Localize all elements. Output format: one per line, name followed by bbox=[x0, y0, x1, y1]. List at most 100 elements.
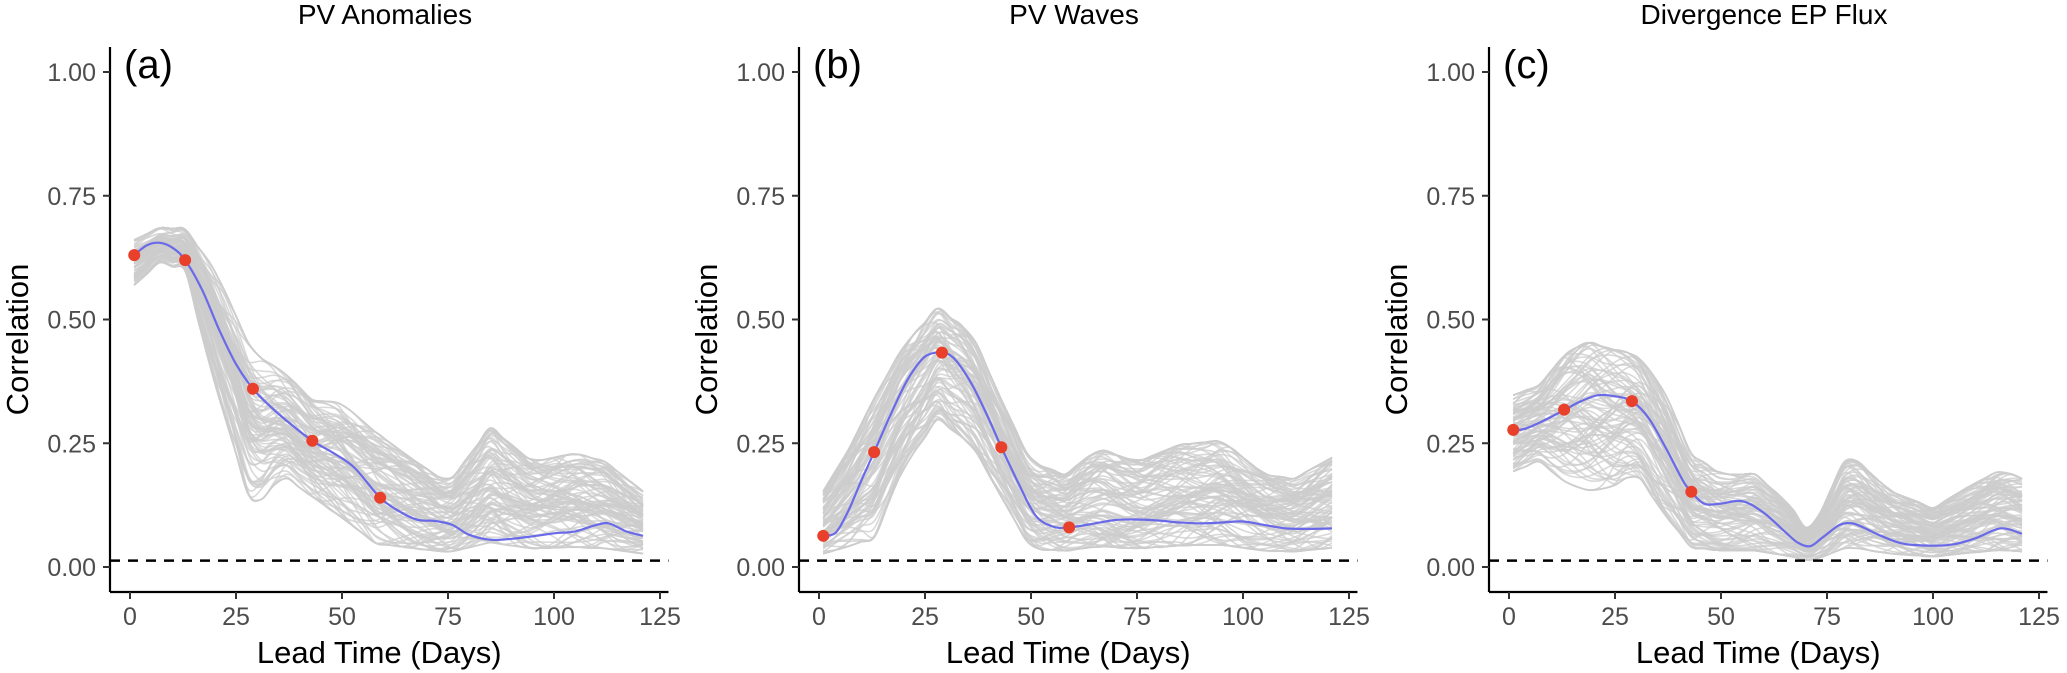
ensemble-member-line bbox=[822, 345, 1333, 515]
ensemble-member-line bbox=[822, 390, 1333, 544]
x-tick-label: 125 bbox=[639, 603, 681, 631]
x-tick-label: 25 bbox=[1601, 603, 1629, 631]
ensemble-member-line bbox=[133, 236, 644, 539]
ensemble-member-line bbox=[133, 227, 644, 499]
x-tick-label: 25 bbox=[222, 603, 250, 631]
highlight-point bbox=[306, 434, 319, 447]
y-tick-label: 0.50 bbox=[736, 307, 785, 335]
ensemble-member-line bbox=[1512, 360, 2023, 535]
ensemble-member-line bbox=[822, 336, 1333, 521]
ensemble-member-line bbox=[822, 330, 1333, 533]
x-tick-label: 25 bbox=[911, 603, 939, 631]
x-tick-label: 75 bbox=[1813, 603, 1841, 631]
x-tick-label: 50 bbox=[1017, 603, 1045, 631]
ensemble-lines bbox=[1512, 341, 2023, 561]
panel-title: PV Waves bbox=[1009, 0, 1139, 30]
y-tick-label: 1.00 bbox=[1426, 59, 1475, 87]
panel-title: Divergence EP Flux bbox=[1641, 0, 1888, 30]
y-ticks: 0.00 0.25 0.50 0.75 1.00 bbox=[736, 59, 785, 582]
ensemble-member-line bbox=[1513, 408, 2023, 536]
highlight-point bbox=[1507, 423, 1520, 436]
y-tick-label: 0.50 bbox=[1426, 307, 1475, 335]
panel-tag: (a) bbox=[124, 43, 173, 87]
x-tick-label: 100 bbox=[1222, 603, 1264, 631]
y-tick-label: 0.25 bbox=[736, 430, 785, 458]
highlight-point bbox=[1063, 521, 1076, 534]
x-tick-label: 125 bbox=[2018, 603, 2060, 631]
ensemble-member-line bbox=[1512, 406, 2023, 561]
highlight-point bbox=[128, 249, 141, 262]
highlight-point bbox=[1625, 395, 1638, 408]
y-tick-label: 0.75 bbox=[1426, 183, 1475, 211]
ensemble-member-line bbox=[1513, 362, 2023, 542]
ensemble-member-line bbox=[133, 235, 644, 500]
highlight-point bbox=[868, 446, 881, 459]
x-tick-label: 100 bbox=[1912, 603, 1954, 631]
ensemble-member-line bbox=[1513, 411, 2023, 539]
ensemble-member-line bbox=[1512, 341, 2023, 533]
x-tick-label: 75 bbox=[434, 603, 462, 631]
x-tick-label: 50 bbox=[1707, 603, 1735, 631]
y-tick-label: 1.00 bbox=[736, 59, 785, 87]
y-tick-label: 0.00 bbox=[47, 554, 96, 582]
ensemble-member-line bbox=[822, 326, 1333, 525]
ensemble-member-line bbox=[1512, 460, 2023, 557]
ensemble-member-line bbox=[822, 392, 1333, 549]
x-tick-label: 0 bbox=[123, 603, 137, 631]
x-tick-label: 75 bbox=[1123, 603, 1151, 631]
x-tick-label: 100 bbox=[533, 603, 575, 631]
x-ticks: 0 25 50 75 100 125 bbox=[123, 603, 681, 631]
panel-pv-anomalies: PV Anomalies Lead Time (Days) Correlatio… bbox=[0, 0, 681, 670]
ensemble-member-line bbox=[133, 251, 644, 537]
ensemble-member-line bbox=[1512, 446, 2023, 561]
x-tick-label: 50 bbox=[328, 603, 356, 631]
ensemble-member-line bbox=[823, 407, 1333, 552]
highlight-point bbox=[935, 346, 948, 359]
ensemble-member-line bbox=[822, 364, 1333, 520]
highlight-point bbox=[246, 382, 259, 395]
highlight-point bbox=[817, 529, 830, 542]
ensemble-mean-line bbox=[822, 351, 1333, 537]
x-ticks: 0 25 50 75 100 125 bbox=[1502, 603, 2060, 631]
panel-pv-waves: PV Waves Lead Time (Days) Correlation 0 … bbox=[689, 0, 1370, 670]
x-axis-label: Lead Time (Days) bbox=[946, 635, 1191, 670]
y-tick-label: 0.25 bbox=[47, 430, 96, 458]
ensemble-member-line bbox=[133, 250, 644, 550]
ensemble-member-line bbox=[822, 409, 1333, 555]
x-ticks: 0 25 50 75 100 125 bbox=[812, 603, 1370, 631]
ensemble-member-line bbox=[133, 256, 644, 552]
highlight-point bbox=[1558, 403, 1571, 416]
x-tick-label: 0 bbox=[812, 603, 826, 631]
x-axis-label: Lead Time (Days) bbox=[257, 635, 502, 670]
ensemble-member-line bbox=[133, 245, 644, 546]
highlight-point bbox=[374, 491, 387, 504]
highlight-point bbox=[1685, 485, 1698, 498]
y-tick-label: 0.75 bbox=[736, 183, 785, 211]
highlight-point bbox=[995, 441, 1008, 454]
ensemble-member-line bbox=[1512, 388, 2023, 541]
ensemble-member-line bbox=[1513, 404, 2023, 549]
ensemble-member-line bbox=[1513, 407, 2023, 546]
panel-tag: (c) bbox=[1503, 43, 1550, 87]
ensemble-member-line bbox=[823, 355, 1333, 528]
y-tick-label: 0.00 bbox=[736, 554, 785, 582]
ensemble-member-line bbox=[822, 359, 1333, 510]
ensemble-member-line bbox=[133, 240, 644, 510]
ensemble-member-line bbox=[1512, 401, 2023, 550]
panel-divergence-ep-flux: Divergence EP Flux Lead Time (Days) Corr… bbox=[1379, 0, 2060, 670]
ensemble-member-line bbox=[822, 400, 1333, 546]
panel-title: PV Anomalies bbox=[298, 0, 472, 30]
y-axis-label: Correlation bbox=[689, 264, 724, 416]
ensemble-member-line bbox=[133, 226, 644, 514]
highlight-point bbox=[179, 254, 192, 267]
y-ticks: 0.00 0.25 0.50 0.75 1.00 bbox=[1426, 59, 1475, 582]
y-tick-label: 0.50 bbox=[47, 307, 96, 335]
ensemble-mean-line bbox=[1513, 393, 2023, 548]
ensemble-member-line bbox=[133, 238, 644, 506]
y-tick-label: 1.00 bbox=[47, 59, 96, 87]
x-tick-label: 125 bbox=[1328, 603, 1370, 631]
y-tick-label: 0.75 bbox=[47, 183, 96, 211]
x-tick-label: 0 bbox=[1502, 603, 1516, 631]
ensemble-member-line bbox=[133, 250, 644, 545]
